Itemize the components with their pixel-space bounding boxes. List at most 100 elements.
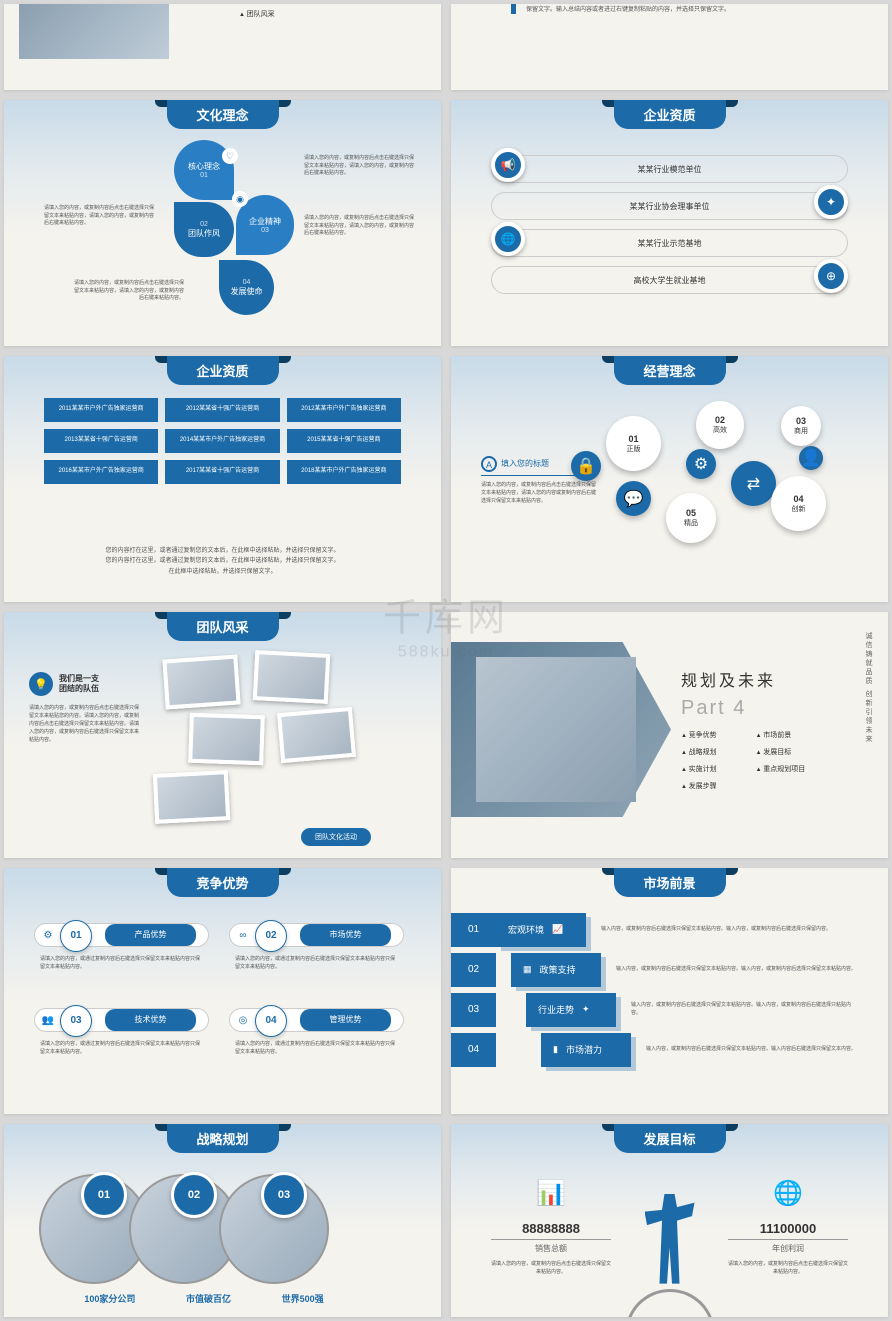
desc-4: 请填入您的内容，或复制内容后点击右键选择只保留文本来粘贴内容，请填入您的内容，或…	[74, 280, 184, 303]
stat-number: 11100000	[728, 1221, 848, 1240]
slide-goals: 发展目标 📊 88888888 销售总额 请填入您的内容，或复制内容后点击右键选…	[451, 1124, 888, 1317]
bubble-2: 02高效	[696, 401, 744, 449]
label-box: ▮市场潜力	[541, 1033, 631, 1067]
award-cell: 2012某某省十强广告运营商	[165, 398, 279, 422]
num: 01	[451, 913, 496, 947]
label-2: 市值破百亿	[186, 1292, 231, 1305]
globe-arc	[625, 1289, 715, 1317]
slide-title: 企业资质	[166, 356, 278, 385]
vertical-slogan: 诚信铸就品质 创新引领未来	[863, 632, 873, 744]
stat-number: 88888888	[491, 1221, 611, 1240]
label: 技术优势	[105, 1009, 196, 1031]
list-item: 重点规划项目	[756, 764, 806, 774]
petal-3: 企业精神03◉	[236, 195, 294, 255]
slide-1-partial: 团队风采	[4, 4, 441, 90]
slide-qualification-grid: 企业资质 2011某某市户外广告独家运营商 2012某某省十强广告运营商 201…	[4, 356, 441, 602]
photo-1	[162, 654, 240, 709]
num-badge: 03	[60, 1005, 92, 1037]
arrows-icon: ⇄	[731, 461, 776, 506]
circle-row: 01 02 03	[59, 1174, 329, 1284]
photo-collage	[154, 652, 391, 828]
bubble-1: 01正版	[606, 416, 661, 471]
qual-row-4: 高校大学生就业基地	[491, 266, 848, 294]
pill: 👥03技术优势	[34, 1008, 209, 1032]
num: 03	[451, 993, 496, 1027]
award-grid: 2011某某市户外广告独家运营商 2012某某省十强广告运营商 2012某某市户…	[44, 398, 401, 483]
pill: ⚙01产品优势	[34, 923, 209, 947]
slide-title: 团队风采	[166, 612, 278, 641]
desc: 请填入您的内容，或通过复制内容后右键选择只保留文本来粘贴内容只保留文本来粘贴内容…	[229, 955, 404, 971]
market-row-4: 04▮市场潜力输入内容，或复制内容后右键选择只保留文本粘贴内容。输入内容后右键选…	[451, 1033, 858, 1067]
desc: 请填入您的内容，或通过复制内容后右键选择只保留文本来粘贴内容只保留文本来粘贴内容…	[34, 955, 209, 971]
desc: 输入内容，或复制内容后右键选择只保留文本粘贴内容。输入内容后右键选择只保留文本内…	[631, 1046, 858, 1054]
num-badge: 01	[60, 920, 92, 952]
label-box: 宏观环境📈	[496, 913, 586, 947]
desc: 请填入您的内容，或通过复制内容后右键选择只保留文本来粘贴内容只保留文本来粘贴内容…	[34, 1040, 209, 1056]
bubbles-area: 🔒 01正版 💬 05精品 02高效 ⚙ ⇄ 04创新 03商用 👤	[571, 401, 858, 562]
photo-4	[277, 707, 356, 763]
team-photo	[19, 4, 169, 59]
link-icon: ∞	[233, 926, 253, 946]
petal-4: 04发展使命	[219, 260, 274, 315]
item-list: 竞争优势 市场前景 战略规划 发展目标 实施计划 重点规划项目 发展步骤	[681, 730, 805, 791]
stat-label: 销售总额	[491, 1243, 611, 1254]
num-badge: 02	[255, 920, 287, 952]
slide-culture: 文化理念 核心理念01♡ 02团队作风 企业精神03◉ 04发展使命 请填入您的…	[4, 100, 441, 346]
center-figure	[635, 1194, 705, 1314]
bubble-3: 03商用	[781, 406, 821, 446]
slide-title: 发展目标	[613, 1124, 725, 1153]
left-panel: 💡 我们是一支团结的队伍 请填入您的内容，或复制内容后点击右键选择只保留文本来粘…	[29, 672, 139, 744]
stat-desc: 请填入您的内容，或复制内容后点击右键选择只保留文来粘贴内容。	[728, 1260, 848, 1276]
award-cell: 2013某某省十强广告运营商	[44, 429, 158, 453]
stat-desc: 请填入您的内容，或复制内容后点击右键选择只保留文来粘贴内容。	[491, 1260, 611, 1276]
slide-team: 团队风采 💡 我们是一支团结的队伍 请填入您的内容，或复制内容后点击右键选择只保…	[4, 612, 441, 858]
pill: ∞02市场优势	[229, 923, 404, 947]
person-silhouette	[645, 1194, 695, 1284]
grid-icon: ▦	[523, 964, 532, 975]
market-row-2: 02▦政策支持输入内容，或复制内容后右键选择只保留文本粘贴内容。输入内容，或复制…	[451, 953, 858, 987]
adv-4: ◎04管理优势 请填入您的内容，或通过复制内容后右键选择只保留文本来粘贴内容只保…	[229, 1008, 404, 1056]
slide-part4-cover: 规划及未来 Part 4 竞争优势 市场前景 战略规划 发展目标 实施计划 重点…	[451, 612, 888, 858]
person-icon: 👤	[799, 446, 823, 470]
people-icon: 👥	[38, 1011, 58, 1031]
growth-icon: 📊	[533, 1179, 569, 1215]
slide-title: 文化理念	[166, 100, 278, 129]
award-cell: 2015某某省十强广告运营商	[287, 429, 401, 453]
desc-2: 请填入您的内容，或复制内容后点击右键选择只保留文本来粘贴内容，请填入您的内容，或…	[44, 205, 154, 228]
award-cell: 2012某某市户外广告独家运营商	[287, 398, 401, 422]
camera-icon: ◉	[232, 191, 248, 207]
desc: 输入内容，或复制内容后右键选择只保留文本粘贴内容。输入内容，或复制内容后右键选择…	[616, 1002, 858, 1017]
photo-2	[253, 650, 331, 704]
num-badge: 04	[255, 1005, 287, 1037]
desc-1: 请填入您的内容，或复制内容后点击右键选择只保留文本来粘贴内容，请填入您的内容，或…	[304, 155, 414, 178]
label: 市场优势	[300, 924, 391, 946]
gear-icon: ⚙	[38, 926, 58, 946]
list-item: 发展步骤	[681, 781, 731, 791]
award-cell: 2018某某市户外广告独家运营商	[287, 460, 401, 484]
num-badge: 01	[81, 1172, 127, 1218]
footer-note: 您的内容打在这里，或者通过复制您的文本后，在此框中选择粘贴，并选择只保留文字。您…	[104, 546, 341, 577]
bars-icon: ▮	[553, 1044, 558, 1055]
star-icon: ✦	[582, 1004, 590, 1015]
chat-icon: 💬	[616, 481, 651, 516]
slide-market: 市场前景 01宏观环境📈输入内容，或复制内容后右键选择只保留文本粘贴内容。输入内…	[451, 868, 888, 1114]
photo-5	[153, 770, 231, 824]
list-item: 竞争优势	[681, 730, 731, 740]
accent-bar	[511, 4, 516, 14]
label-box: 行业走势✦	[526, 993, 616, 1027]
heading-row: 💡 我们是一支团结的队伍	[29, 672, 139, 696]
list-item: 战略规划	[681, 747, 731, 757]
award-cell: 2017某某省十强广告运营商	[165, 460, 279, 484]
slide-advantage: 竞争优势 ⚙01产品优势 请填入您的内容，或通过复制内容后右键选择只保留文本来粘…	[4, 868, 441, 1114]
slide-business-philosophy: 经营理念 A填入您的标题 请填入您的内容，或复制内容后点击右键选择只保留文本来粘…	[451, 356, 888, 602]
adv-3: 👥03技术优势 请填入您的内容，或通过复制内容后右键选择只保留文本来粘贴内容只保…	[34, 1008, 209, 1056]
list-item: 团队风采	[239, 9, 275, 19]
part-number: Part 4	[681, 697, 805, 720]
bubble-5: 05精品	[666, 493, 716, 543]
label-3: 世界500强	[282, 1292, 324, 1305]
label: 产品优势	[105, 924, 196, 946]
petal-2: 02团队作风	[174, 202, 234, 257]
slide-title: 企业资质	[613, 100, 725, 129]
award-cell: 2016某某市户外广告独家运营商	[44, 460, 158, 484]
market-row-1: 01宏观环境📈输入内容，或复制内容后右键选择只保留文本粘贴内容。输入内容，或复制…	[451, 913, 858, 947]
